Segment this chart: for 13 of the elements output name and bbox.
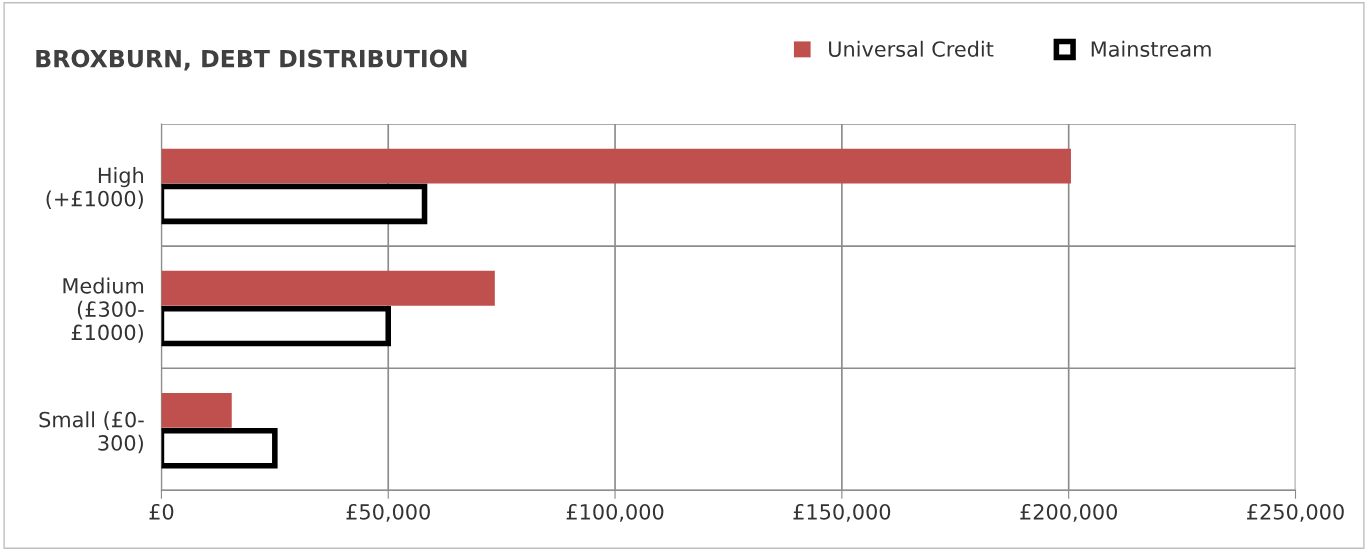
x-tick-label: £150,000	[793, 503, 891, 522]
bar	[161, 148, 1071, 184]
x-tick-label: £0	[149, 503, 174, 520]
x-tick-label: £100,000	[566, 503, 664, 522]
y-tick-label: High (+£1000)	[46, 167, 143, 209]
x-tick-label: £50,000	[346, 503, 430, 522]
y-tick-label: Small (£0- 300)	[39, 411, 144, 454]
y-tick-label: Medium (£300- £1000)	[63, 277, 144, 343]
x-tick-label: £200,000	[1020, 503, 1117, 522]
legend-label: Mainstream	[1091, 40, 1211, 57]
legend-label: Universal Credit	[829, 40, 994, 57]
chart-title: BROXBURN, DEBT DISTRIBUTION	[36, 49, 467, 71]
x-tick-label: £250,000	[1247, 503, 1344, 522]
